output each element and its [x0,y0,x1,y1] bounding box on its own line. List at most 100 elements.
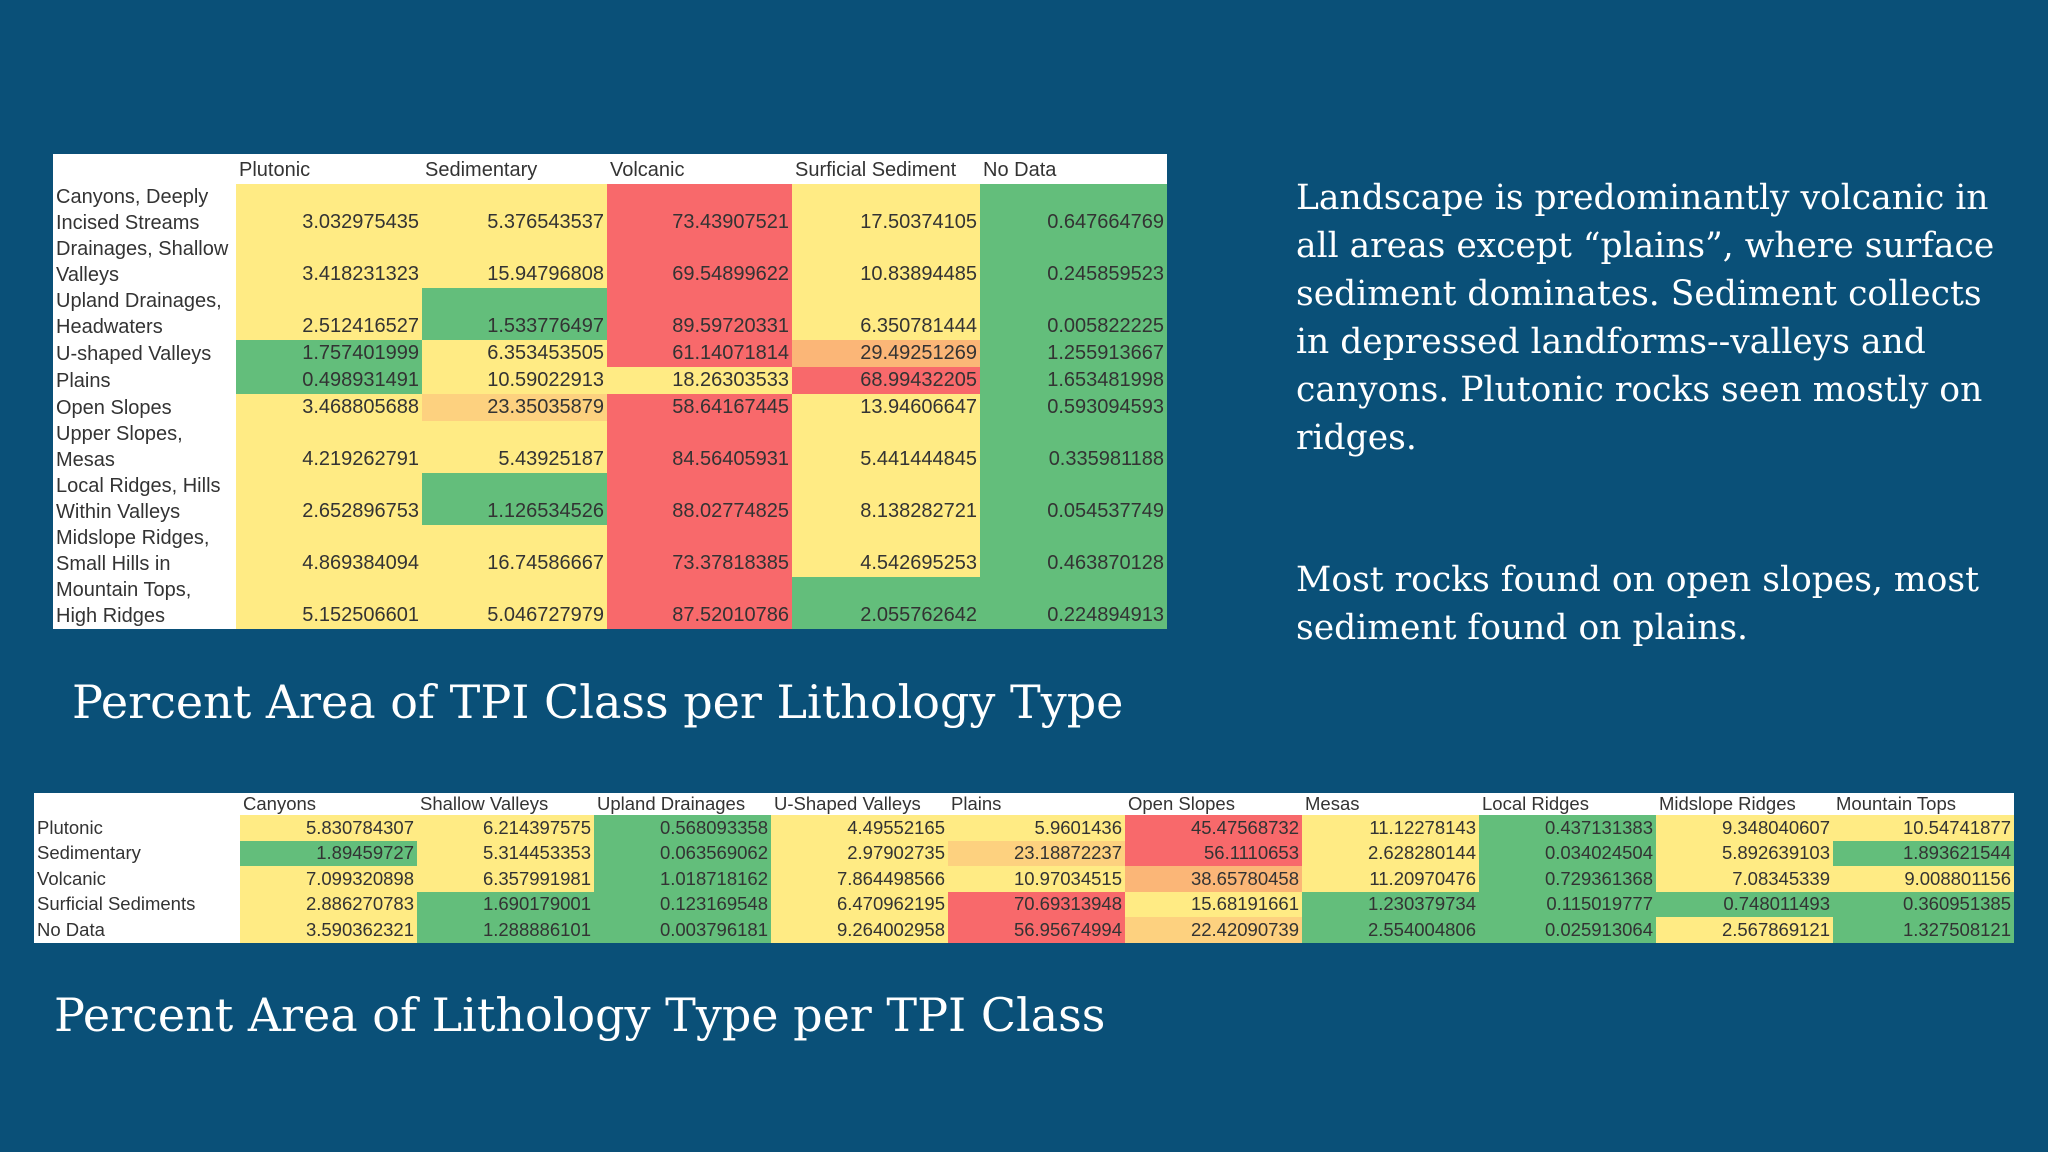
data-cell: 1.653481998 [980,367,1167,394]
header-corner [34,793,240,815]
row-label: U-shaped Valleys [53,340,236,367]
row-label: Drainages, Shallow Valleys [53,236,236,288]
column-header: Surficial Sediment [792,154,980,184]
data-cell: 1.230379734 [1302,891,1479,917]
data-cell: 89.59720331 [607,288,792,340]
data-cell: 0.123169548 [594,891,771,917]
summary-paragraph-2: Most rocks found on open slopes, most se… [1296,560,1979,648]
table-row: Mountain Tops, High Ridges 5.152506601 5.0… [53,577,1167,629]
data-cell: 5.43925187 [422,421,607,473]
row-label: Upland Drainages, Headwaters [53,288,236,340]
data-cell: 61.14071814 [607,340,792,367]
data-cell: 2.628280144 [1302,840,1479,866]
data-cell: 1.893621544 [1833,840,2014,866]
data-cell: 0.498931491 [236,367,422,394]
data-cell: 15.68191661 [1125,891,1302,917]
table-row: Canyons, Deeply Incised Streams 3.0329754… [53,184,1167,236]
data-cell: 0.568093358 [594,815,771,841]
lithology-per-tpi-table: Canyons Shallow Valleys Upland Drainages… [34,793,2014,943]
data-cell: 0.115019777 [1479,891,1656,917]
data-cell: 15.94796808 [422,236,607,288]
data-cell: 1.89459727 [240,840,417,866]
data-cell: 88.02774825 [607,473,792,525]
data-cell: 2.886270783 [240,891,417,917]
column-header: Shallow Valleys [417,793,594,815]
column-header: Plutonic [236,154,422,184]
data-cell: 3.590362321 [240,917,417,943]
data-cell: 0.063569062 [594,840,771,866]
data-cell: 4.869384094 [236,525,422,577]
column-header: Volcanic [607,154,792,184]
data-cell: 4.542695253 [792,525,980,577]
data-cell: 1.126534526 [422,473,607,525]
data-cell: 7.08345339 [1656,866,1833,892]
data-cell: 13.94606647 [792,394,980,421]
data-cell: 3.032975435 [236,184,422,236]
data-cell: 7.099320898 [240,866,417,892]
data-cell: 2.567869121 [1656,917,1833,943]
table-row: Volcanic 7.099320898 6.357991981 1.01871816… [34,866,2014,892]
summary-paragraph: Landscape is predominantly volcanic in a… [1296,178,1995,458]
data-cell: 2.652896753 [236,473,422,525]
table-row: U-shaped Valleys 1.757401999 6.353453505 61… [53,340,1167,367]
data-cell: 0.034024504 [1479,840,1656,866]
header-corner [53,154,236,184]
data-cell: 0.729361368 [1479,866,1656,892]
table-row: Plains 0.498931491 10.59022913 18.26303533 6… [53,367,1167,394]
data-cell: 45.47568732 [1125,815,1302,841]
data-cell: 4.219262791 [236,421,422,473]
table-row: Upper Slopes, Mesas 4.219262791 5.43925187… [53,421,1167,473]
data-cell: 0.748011493 [1656,891,1833,917]
data-cell: 0.360951385 [1833,891,2014,917]
data-cell: 10.97034515 [948,866,1125,892]
table-row: Surficial Sediments 2.886270783 1.69017900… [34,891,2014,917]
table-row: Sedimentary 1.89459727 5.314453353 0.063569… [34,840,2014,866]
data-cell: 84.56405931 [607,421,792,473]
data-cell: 0.005822225 [980,288,1167,340]
column-header: Upland Drainages [594,793,771,815]
data-cell: 5.441444845 [792,421,980,473]
data-cell: 23.18872237 [948,840,1125,866]
table-row: Drainages, Shallow Valleys 3.418231323 15.… [53,236,1167,288]
row-label: Volcanic [34,866,240,892]
data-cell: 4.49552165 [771,815,948,841]
row-label: Plains [53,367,236,394]
data-cell: 0.025913064 [1479,917,1656,943]
tpi-per-lithology-table: Plutonic Sedimentary Volcanic Surficial … [53,154,1167,629]
row-label: Surficial Sediments [34,891,240,917]
data-cell: 5.892639103 [1656,840,1833,866]
table1-caption: Percent Area of TPI Class per Lithology … [72,675,1124,729]
data-cell: 6.470962195 [771,891,948,917]
data-cell: 58.64167445 [607,394,792,421]
data-cell: 1.533776497 [422,288,607,340]
data-cell: 2.554004806 [1302,917,1479,943]
data-cell: 73.37818385 [607,525,792,577]
data-cell: 3.418231323 [236,236,422,288]
column-header: Mountain Tops [1833,793,2014,815]
data-cell: 69.54899622 [607,236,792,288]
data-cell: 22.42090739 [1125,917,1302,943]
row-label: Local Ridges, Hills Within Valleys [53,473,236,525]
column-header: Mesas [1302,793,1479,815]
table-header-row: Plutonic Sedimentary Volcanic Surficial … [53,154,1167,184]
data-cell: 2.055762642 [792,577,980,629]
table2-caption: Percent Area of Lithology Type per TPI C… [54,988,1106,1042]
column-header: Local Ridges [1479,793,1656,815]
data-cell: 0.003796181 [594,917,771,943]
data-cell: 3.468805688 [236,394,422,421]
column-header: Sedimentary [422,154,607,184]
data-cell: 6.350781444 [792,288,980,340]
column-header: Canyons [240,793,417,815]
data-cell: 0.463870128 [980,525,1167,577]
data-cell: 10.83894485 [792,236,980,288]
data-cell: 56.1110653 [1125,840,1302,866]
data-cell: 0.245859523 [980,236,1167,288]
data-cell: 5.046727979 [422,577,607,629]
row-label: Canyons, Deeply Incised Streams [53,184,236,236]
data-cell: 6.357991981 [417,866,594,892]
data-cell: 9.348040607 [1656,815,1833,841]
data-cell: 0.224894913 [980,577,1167,629]
table-row: Upland Drainages, Headwaters 2.512416527 1… [53,288,1167,340]
data-cell: 68.99432205 [792,367,980,394]
table-row: Plutonic 5.830784307 6.214397575 0.56809335… [34,815,2014,841]
